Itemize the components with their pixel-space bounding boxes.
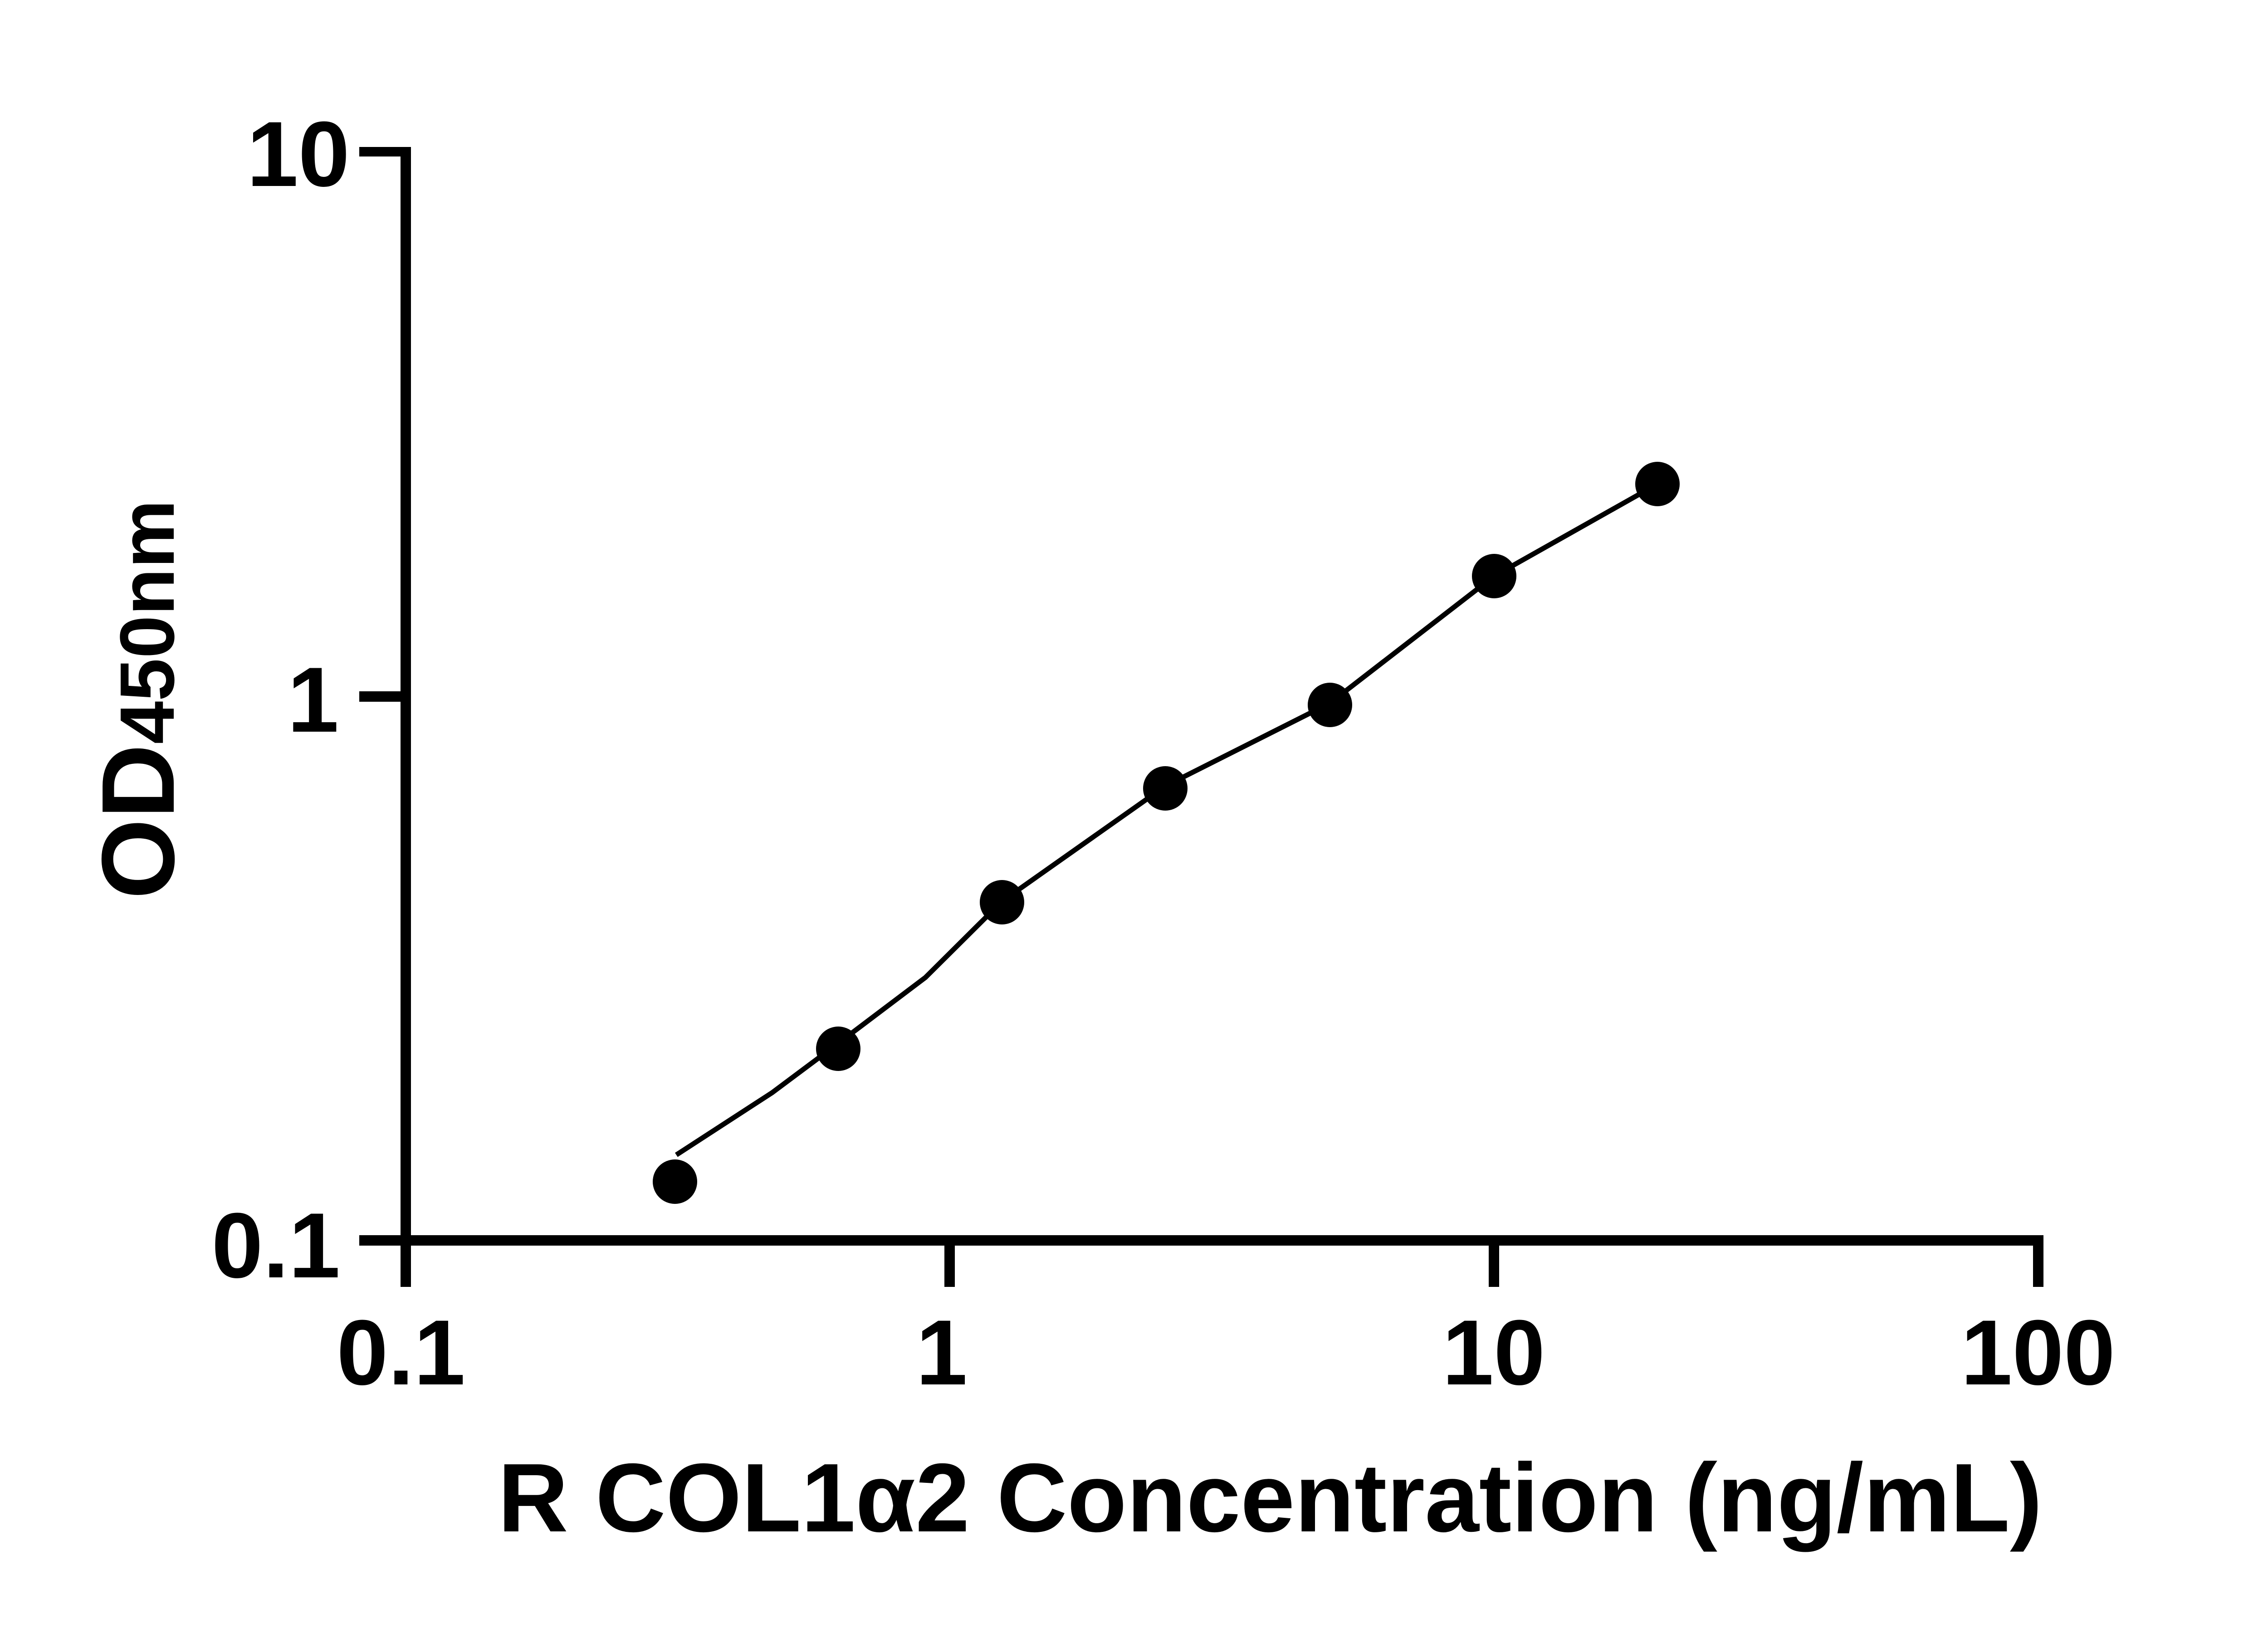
svg-text:0.1: 0.1: [211, 1194, 340, 1297]
svg-text:1: 1: [916, 1301, 967, 1404]
svg-text:10: 10: [1442, 1301, 1545, 1404]
svg-text:10: 10: [247, 103, 350, 206]
svg-text:R COL1α2 Concentration (ng/mL): R COL1α2 Concentration (ng/mL): [498, 1443, 2043, 1552]
svg-text:100: 100: [1961, 1301, 2115, 1404]
svg-text:1: 1: [288, 648, 339, 752]
svg-text:0.1: 0.1: [337, 1301, 465, 1404]
